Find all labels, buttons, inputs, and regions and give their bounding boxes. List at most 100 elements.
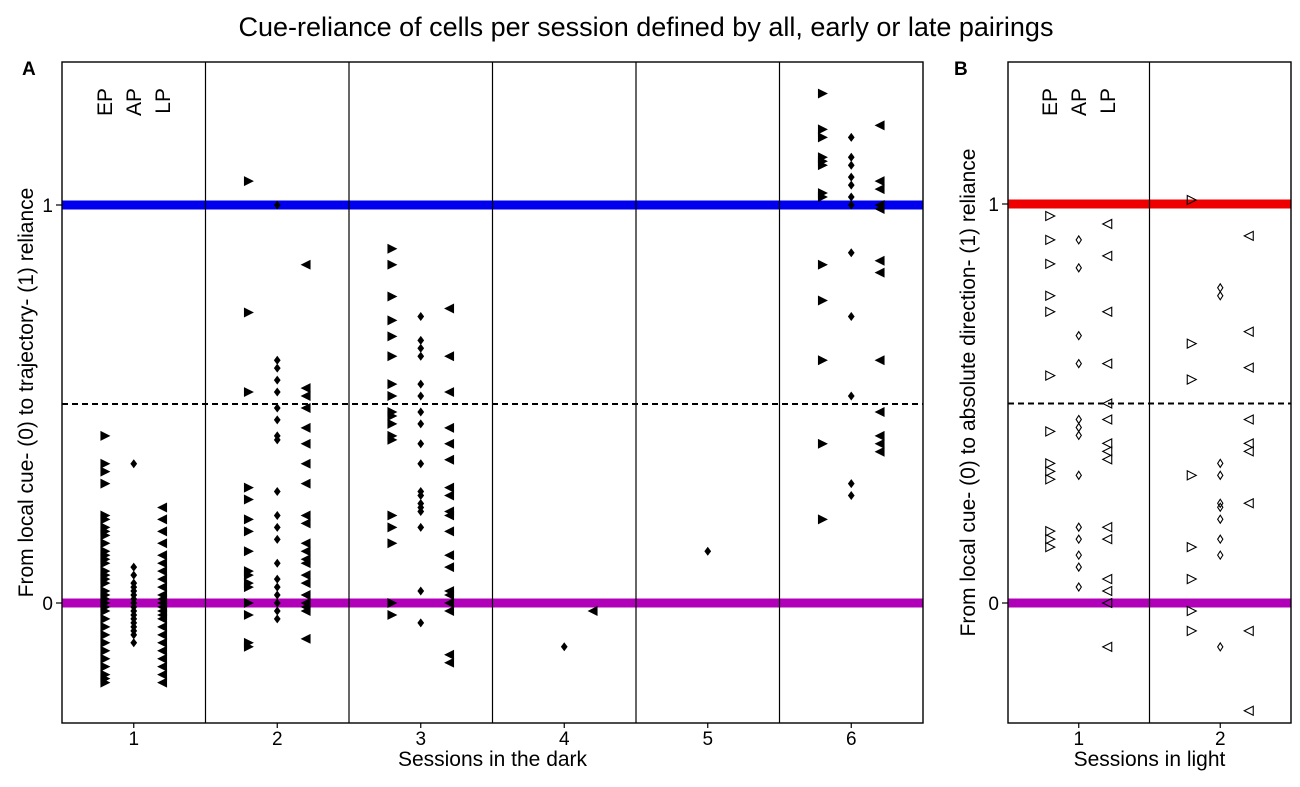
marker-ep-triangle-right xyxy=(817,295,828,306)
marker-lp-triangle-left xyxy=(157,550,168,561)
marker-ep-triangle-right xyxy=(387,291,398,302)
marker-ep-triangle-right xyxy=(817,132,828,143)
marker-lp-triangle-left xyxy=(444,490,455,501)
marker-ep-triangle-right xyxy=(817,160,828,171)
marker-ep-triangle-right xyxy=(387,609,398,620)
marker-ap-diamond xyxy=(847,192,855,202)
marker-lp-triangle-left xyxy=(300,590,311,601)
marker-ap-diamond xyxy=(417,391,425,401)
marker-ap-diamond xyxy=(1075,414,1083,425)
marker-lp-triangle-left xyxy=(1101,453,1113,465)
marker-ap-diamond xyxy=(847,180,855,190)
marker-lp-triangle-left xyxy=(300,518,311,529)
y-tick-label: 1 xyxy=(988,195,999,216)
marker-ep-triangle-right xyxy=(100,430,111,441)
marker-lp-triangle-left xyxy=(157,538,168,549)
marker-ep-triangle-right xyxy=(1186,605,1198,617)
marker-ep-triangle-right xyxy=(817,88,828,99)
marker-ap-diamond xyxy=(273,375,281,385)
marker-ep-triangle-right xyxy=(100,613,111,624)
marker-ap-diamond xyxy=(1075,358,1083,369)
marker-ep-triangle-right xyxy=(243,526,254,537)
marker-ep-triangle-right xyxy=(1045,258,1056,270)
marker-ep-triangle-right xyxy=(387,598,398,608)
marker-ap-diamond xyxy=(417,311,425,321)
marker-ap-diamond xyxy=(847,152,855,162)
marker-ep-triangle-right xyxy=(387,331,398,342)
marker-lp-triangle-left xyxy=(874,406,885,417)
marker-ep-triangle-right xyxy=(243,570,254,581)
marker-ep-triangle-right xyxy=(1186,541,1198,553)
x-tick-label: 4 xyxy=(559,729,570,750)
y-tick-label: 0 xyxy=(988,594,999,615)
marker-lp-triangle-left xyxy=(1101,306,1113,318)
marker-lp-triangle-left xyxy=(157,514,168,525)
marker-lp-triangle-left xyxy=(1101,414,1113,425)
marker-ap-diamond xyxy=(273,510,281,520)
x-axis-label: Sessions in the dark xyxy=(398,748,588,771)
marker-ep-triangle-right xyxy=(1045,370,1056,381)
marker-lp-triangle-left xyxy=(157,526,168,537)
marker-ep-triangle-right xyxy=(1045,457,1056,469)
marker-ap-diamond xyxy=(1216,282,1224,293)
marker-ep-triangle-right xyxy=(100,637,111,648)
marker-ap-diamond xyxy=(1216,498,1224,509)
x-tick-label: 5 xyxy=(702,729,713,750)
marker-ap-diamond xyxy=(273,415,281,425)
marker-ep-triangle-right xyxy=(100,629,111,640)
marker-lp-triangle-left xyxy=(1101,445,1113,457)
marker-lp-triangle-left xyxy=(1243,625,1254,637)
marker-lp-triangle-left xyxy=(874,430,885,441)
marker-ap-diamond xyxy=(417,419,425,429)
marker-lp-triangle-left xyxy=(444,303,455,314)
marker-lp-triangle-left xyxy=(874,120,885,131)
marker-lp-triangle-left xyxy=(587,605,598,616)
marker-ap-diamond xyxy=(847,248,855,258)
marker-ep-triangle-right xyxy=(1045,525,1056,537)
column-label-ep: EP xyxy=(94,88,117,116)
marker-lp-triangle-left xyxy=(300,383,311,394)
marker-ap-diamond xyxy=(1075,422,1083,433)
marker-ep-triangle-right xyxy=(1045,210,1056,222)
marker-lp-triangle-left xyxy=(300,633,311,644)
marker-ep-triangle-right xyxy=(1045,290,1056,302)
marker-lp-triangle-left xyxy=(300,478,311,489)
marker-ap-diamond xyxy=(417,439,425,449)
marker-ep-triangle-right xyxy=(100,458,111,469)
marker-lp-triangle-left xyxy=(444,598,455,608)
marker-ep-triangle-right xyxy=(243,598,254,608)
marker-ep-triangle-right xyxy=(100,538,111,549)
marker-ap-diamond xyxy=(847,491,855,501)
marker-lp-triangle-left xyxy=(1243,362,1254,373)
marker-ap-diamond xyxy=(273,558,281,568)
marker-lp-triangle-left xyxy=(1101,521,1113,533)
marker-lp-triangle-left xyxy=(444,387,455,398)
marker-ap-diamond xyxy=(417,522,425,532)
column-label-lp: LP xyxy=(1097,88,1120,114)
marker-lp-triangle-left xyxy=(444,351,455,362)
marker-ep-triangle-right xyxy=(100,466,111,477)
marker-ep-triangle-right xyxy=(387,243,398,254)
marker-ap-diamond xyxy=(273,355,281,365)
marker-lp-triangle-left xyxy=(157,574,168,585)
marker-lp-triangle-left xyxy=(874,267,885,278)
x-axis-label: Sessions in light xyxy=(1074,748,1226,771)
marker-ep-triangle-right xyxy=(100,621,111,632)
marker-ep-triangle-right xyxy=(1045,465,1056,477)
marker-ap-diamond xyxy=(417,618,425,628)
plot-frame xyxy=(1007,61,1292,724)
marker-ap-diamond xyxy=(847,200,855,210)
marker-lp-triangle-left xyxy=(300,259,311,270)
marker-ep-triangle-right xyxy=(243,641,254,652)
marker-lp-triangle-left xyxy=(300,391,311,402)
panel-a: A 0 1 1 2 3 4 5 6 Sessions in the dark From local … xyxy=(15,59,924,771)
marker-ap-diamond xyxy=(130,570,138,580)
marker-lp-triangle-left xyxy=(157,502,168,513)
marker-ep-triangle-right xyxy=(817,124,828,135)
marker-ap-diamond xyxy=(417,351,425,361)
marker-ap-diamond xyxy=(847,311,855,321)
marker-ep-triangle-right xyxy=(100,530,111,541)
marker-ep-triangle-right xyxy=(100,605,111,616)
marker-ap-diamond xyxy=(273,606,281,616)
